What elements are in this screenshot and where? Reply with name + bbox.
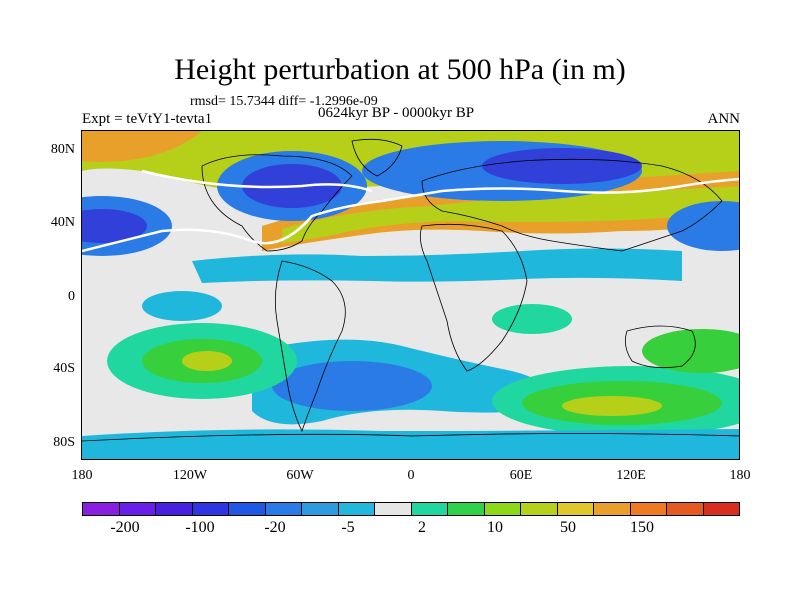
colorbar-swatch — [229, 503, 266, 515]
colorbar-swatch — [83, 503, 120, 515]
tropical-lightblue-band — [192, 248, 682, 283]
colorbar-label: -20 — [264, 519, 286, 536]
east-pacific-tropical-blue — [142, 291, 222, 321]
colorbar-label: -100 — [185, 519, 215, 536]
midlat-yellow-core — [282, 186, 739, 243]
colorbar-swatch — [594, 503, 631, 515]
x-tick-label: 60E — [509, 468, 533, 483]
colorbar-swatch — [667, 503, 704, 515]
colorbar-label: -5 — [341, 519, 355, 536]
south-pacific-yellow — [182, 351, 232, 371]
x-tick-label: 120W — [172, 468, 208, 483]
y-tick-label: 0 — [68, 289, 75, 304]
colorbar-swatch — [265, 503, 302, 515]
colorbar-label: 10 — [487, 519, 503, 536]
x-tick-label: 180 — [729, 468, 751, 483]
y-tick-label: 40N — [50, 215, 75, 230]
colorbar-swatch — [302, 503, 339, 515]
southern-ocean-yellow — [562, 396, 662, 416]
x-tick-label: 60W — [286, 468, 314, 483]
north-eurasia-deepblue — [482, 148, 642, 184]
colorbar-swatch — [375, 503, 412, 515]
time-range-text: 0624kyr BP - 0000kyr BP — [318, 105, 475, 121]
colorbar-label: 150 — [630, 519, 654, 536]
y-tick-label: 80S — [53, 435, 75, 450]
south-america-blue — [272, 361, 432, 411]
zero-contours — [82, 169, 739, 253]
colorbar-label: -200 — [110, 519, 140, 536]
colorbar — [82, 502, 740, 516]
map-title: Height perturbation at 500 hPa (in m) — [174, 53, 626, 86]
west-pacific-deepblue — [82, 209, 147, 243]
east-south-pacific-green — [642, 329, 739, 373]
arctic-orange-patch — [82, 131, 202, 162]
colorbar-swatch — [630, 503, 667, 515]
colorbar-swatch — [521, 503, 558, 515]
coastlines — [82, 138, 739, 442]
colorbar-swatch — [557, 503, 594, 515]
east-pacific-blue — [667, 201, 739, 251]
x-tick-label: 180 — [71, 468, 93, 483]
season-label: ANN — [707, 111, 741, 127]
colorbar-swatch — [703, 503, 739, 515]
colorbar-label: 50 — [560, 519, 576, 536]
y-tick-label: 40S — [53, 361, 75, 376]
map-field-svg — [82, 131, 739, 459]
colorbar-swatch — [448, 503, 485, 515]
colorbar-swatch — [411, 503, 448, 515]
x-tick-label: 0 — [407, 468, 415, 483]
antarctic-lightblue — [82, 429, 739, 459]
equatorial-cyan-patch — [492, 304, 572, 334]
colorbar-label: 2 — [418, 519, 426, 536]
colorbar-swatch — [192, 503, 229, 515]
colorbar-swatch — [156, 503, 193, 515]
map-plot — [81, 130, 740, 460]
y-tick-label: 80N — [50, 142, 75, 157]
stats-text: rmsd= 15.7344 diff= -1.2996e-09 — [190, 94, 378, 109]
colorbar-swatch — [119, 503, 156, 515]
colorbar-swatch — [338, 503, 375, 515]
experiment-label: Expt = teVtY1-tevta1 — [82, 111, 213, 127]
x-tick-label: 120E — [616, 468, 646, 483]
colorbar-swatch — [484, 503, 521, 515]
